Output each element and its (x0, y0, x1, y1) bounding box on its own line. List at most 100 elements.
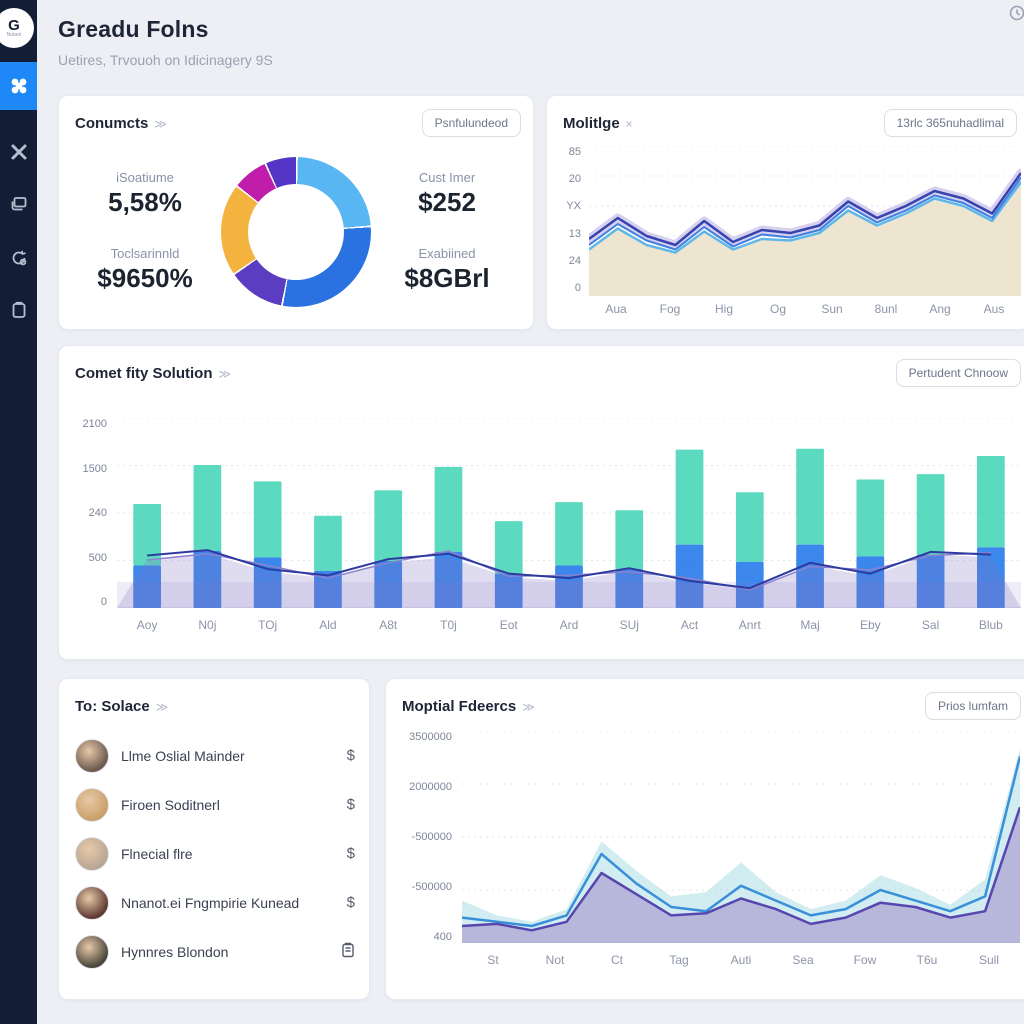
stat-block: Exabiined $8GBrl (377, 246, 517, 294)
dashboard-icon (9, 76, 29, 96)
y-tick-label: 85 (568, 146, 581, 158)
y-tick-label: 500 (88, 551, 107, 564)
sidebar-item-dashboard[interactable] (0, 62, 37, 110)
y-tick-label: 240 (88, 507, 107, 519)
x-axis: St Not Ct Tag Auti Sea Fow T6u Sull (462, 953, 1020, 967)
x-tick-label: Ct (611, 953, 623, 967)
page-title: Greadu Folns (58, 16, 209, 42)
x-tick-label: Not (545, 953, 565, 967)
y-tick-label: 0 (574, 281, 581, 294)
x-tick-label: Act (680, 618, 699, 632)
card-moptial-title: Moptial Fdeercs ≫ (402, 697, 535, 715)
x-tick-label: Sea (792, 953, 814, 967)
sidebar-item-clipboard[interactable] (0, 286, 37, 334)
person-name: Llme Oslial Mainder (121, 747, 245, 764)
people-list: Llme Oslial Mainder $ Firoen Soditnerl $ Fln… (75, 731, 355, 976)
x-tick-label: Aoy (136, 618, 158, 632)
y-tick-label: YX (566, 200, 581, 213)
solution-chart[interactable] (117, 418, 1021, 608)
sidebar-item-sync[interactable] (0, 234, 37, 282)
stat-label: iSoatiume (116, 169, 174, 185)
card-solace-title: To: Solace ≫ (75, 697, 169, 715)
dollar-icon[interactable]: $ (346, 894, 355, 911)
y-tick-label: 0 (100, 596, 107, 608)
y-tick-label: 13 (568, 227, 581, 240)
x-tick-label: A8t (379, 618, 398, 632)
moptial-filter-button[interactable]: Prios lumfam (924, 692, 1021, 720)
avatar (75, 934, 109, 969)
card-molitlge-title: Molitlge × (563, 114, 633, 132)
person-name: Nnanot.ei Fngmpirie Kunead (121, 894, 300, 911)
x-tick-label: St (487, 953, 499, 967)
donut-chart[interactable] (221, 156, 371, 307)
x-tick-label: Sull (978, 953, 999, 967)
sidebar: G Nutani (0, 0, 37, 1024)
sidebar-item-tools[interactable] (0, 128, 37, 176)
connects-filter-button[interactable]: Psnfulundeod (421, 109, 521, 137)
chevrons-icon: ≫ (154, 116, 167, 131)
molitlge-range-button[interactable]: 13rlc 365nuhadlimal (883, 109, 1017, 137)
y-axis: 3500000 2000000 -500000 -500000 400 (396, 731, 452, 943)
x-axis: Aoy N0j TOj Ald A8t T0j Eot Ard SUj Act Anrt Maj Eby… (117, 618, 1021, 632)
y-tick-label: 400 (433, 931, 452, 943)
person-name: Hynnres Blondon (121, 943, 229, 960)
stat-label: Toclsarinnld (110, 245, 180, 261)
sidebar-item-windows[interactable] (0, 180, 37, 228)
avatar (75, 738, 109, 773)
x-tick-label: Eby (859, 618, 881, 632)
x-tick-label: Auti (730, 953, 752, 967)
dollar-icon[interactable]: $ (346, 796, 355, 813)
avatar (75, 787, 109, 822)
y-axis: 85 20 YX 13 24 0 (555, 146, 581, 294)
close-icon: × (625, 116, 633, 131)
y-axis: 2100 1500 240 500 0 (71, 418, 107, 608)
dollar-icon[interactable]: $ (346, 845, 355, 862)
chevrons-icon: ≫ (522, 699, 535, 714)
avatar (75, 836, 109, 871)
x-tick-label: N0j (198, 618, 217, 632)
x-tick-label: Anrt (738, 618, 761, 632)
x-tick-label: Aua (605, 302, 627, 316)
clipboard-icon (11, 301, 27, 319)
list-item[interactable]: Flnecial flre $ (75, 829, 355, 878)
person-name: Flnecial flre (121, 845, 193, 862)
x-tick-label: Aus (983, 302, 1005, 316)
x-tick-label: Blub (978, 618, 1003, 632)
sync-icon (10, 249, 28, 267)
y-tick-label: 3500000 (409, 731, 452, 743)
card-solution-title: Comet fity Solution ≫ (75, 364, 232, 382)
x-tick-label: SUj (619, 618, 639, 632)
list-item[interactable]: Firoen Soditnerl $ (75, 780, 355, 829)
solution-filter-button[interactable]: Pertudent Chnoow (895, 359, 1021, 387)
x-tick-label: Hig (714, 302, 733, 316)
moptial-chart[interactable] (462, 731, 1020, 943)
logo-letter: G (8, 16, 20, 34)
x-tick-label: Og (769, 302, 786, 316)
x-tick-label: Ald (319, 618, 337, 632)
stat-block: Cust Imer $252 (377, 170, 517, 218)
dollar-icon[interactable]: $ (346, 747, 355, 764)
card-connects-title: Conumcts ≫ (75, 114, 167, 132)
molitlge-chart[interactable] (589, 146, 1021, 296)
y-tick-label: 1500 (82, 462, 107, 475)
list-item[interactable]: Hynnres Blondon (75, 927, 355, 976)
page-subtitle: Uetires, Trvouoh on Idicinagery 9S (58, 52, 273, 68)
list-item[interactable]: Nnanot.ei Fngmpirie Kunead $ (75, 878, 355, 927)
app-logo[interactable]: G Nutani (0, 8, 34, 48)
clipboard-icon[interactable] (341, 942, 355, 962)
y-tick-label: 2100 (82, 418, 107, 430)
x-tick-label: TOj (258, 618, 278, 632)
stat-value: $252 (418, 186, 476, 217)
x-tick-label: Ang (929, 302, 951, 316)
list-item[interactable]: Llme Oslial Mainder $ (75, 731, 355, 780)
x-tick-label: Eot (499, 618, 518, 632)
x-tick-label: Fog (659, 302, 681, 316)
x-tick-label: Sal (921, 618, 940, 632)
clock-icon[interactable] (1008, 4, 1024, 27)
stat-value: 5,58% (108, 186, 182, 217)
x-tick-label: Maj (800, 618, 820, 632)
card-connects: Conumcts ≫ Psnfulundeod iSoatiume 5,58% T… (58, 95, 534, 330)
stat-label: Exabiined (418, 245, 476, 261)
x-axis: Aua Fog Hig Og Sun 8unl Ang Aus (589, 302, 1021, 316)
y-tick-label: 20 (568, 173, 581, 186)
